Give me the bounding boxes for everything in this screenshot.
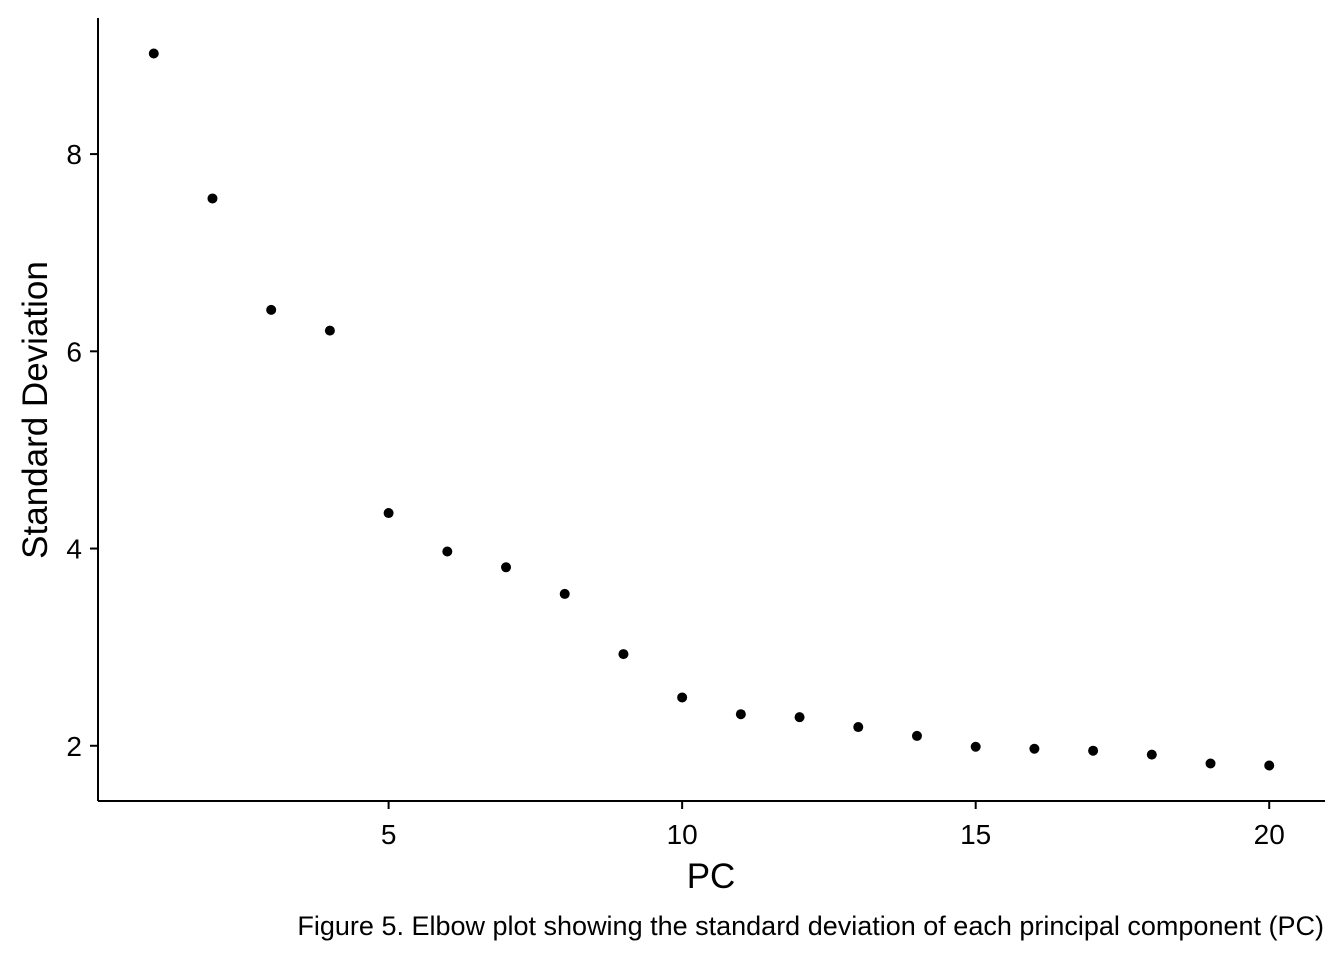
y-tick-label: 8	[66, 139, 82, 170]
x-tick-label: 10	[667, 819, 698, 850]
data-point	[618, 649, 629, 660]
data-point	[559, 588, 570, 599]
y-tick-label: 6	[66, 336, 82, 367]
y-axis-title: Standard Deviation	[16, 261, 55, 559]
data-point	[677, 692, 688, 703]
data-point	[442, 546, 453, 557]
data-point	[501, 562, 512, 573]
data-point	[853, 722, 864, 733]
data-point	[1264, 760, 1275, 771]
data-point	[1146, 749, 1157, 760]
y-tick-label: 4	[66, 534, 82, 565]
plot-area: 2 4 6 8 5 10 15 20	[66, 18, 1325, 850]
data-point	[1205, 758, 1216, 769]
data-point	[970, 741, 981, 752]
data-point	[911, 730, 922, 741]
data-point	[383, 508, 394, 519]
data-point	[1088, 745, 1099, 756]
x-tick-label: 15	[960, 819, 991, 850]
data-point	[1029, 743, 1040, 754]
x-axis-ticks: 5 10 15 20	[381, 801, 1285, 850]
x-tick-label: 5	[381, 819, 397, 850]
data-point	[324, 325, 335, 336]
data-point	[207, 193, 218, 204]
y-tick-label: 2	[66, 731, 82, 762]
figure-caption: Figure 5. Elbow plot showing the standar…	[297, 911, 1324, 941]
x-tick-label: 20	[1254, 819, 1285, 850]
x-axis-title: PC	[687, 857, 736, 896]
data-point	[148, 48, 159, 59]
y-axis-ticks: 2 4 6 8	[66, 139, 98, 762]
data-point	[266, 304, 277, 315]
data-point	[794, 712, 805, 723]
data-points	[148, 48, 1275, 771]
data-point	[735, 709, 746, 720]
